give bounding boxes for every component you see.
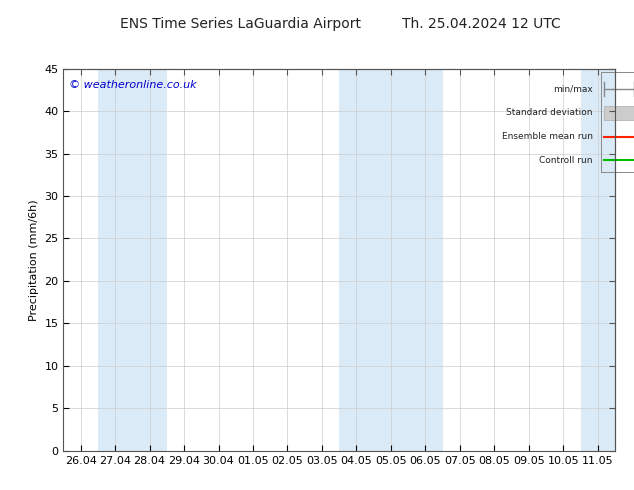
- Text: ENS Time Series LaGuardia Airport: ENS Time Series LaGuardia Airport: [120, 17, 361, 31]
- Text: Standard deviation: Standard deviation: [507, 108, 593, 117]
- Bar: [604, 106, 634, 120]
- Bar: [98, 69, 167, 451]
- Text: Controll run: Controll run: [540, 156, 593, 165]
- Text: min/max: min/max: [553, 85, 593, 94]
- Bar: [581, 69, 632, 451]
- Y-axis label: Precipitation (mm/6h): Precipitation (mm/6h): [29, 199, 39, 320]
- Text: Ensemble mean run: Ensemble mean run: [502, 132, 593, 141]
- Bar: [339, 69, 443, 451]
- Text: © weatheronline.co.uk: © weatheronline.co.uk: [69, 80, 197, 90]
- Bar: [601, 73, 634, 172]
- Text: Th. 25.04.2024 12 UTC: Th. 25.04.2024 12 UTC: [403, 17, 561, 31]
